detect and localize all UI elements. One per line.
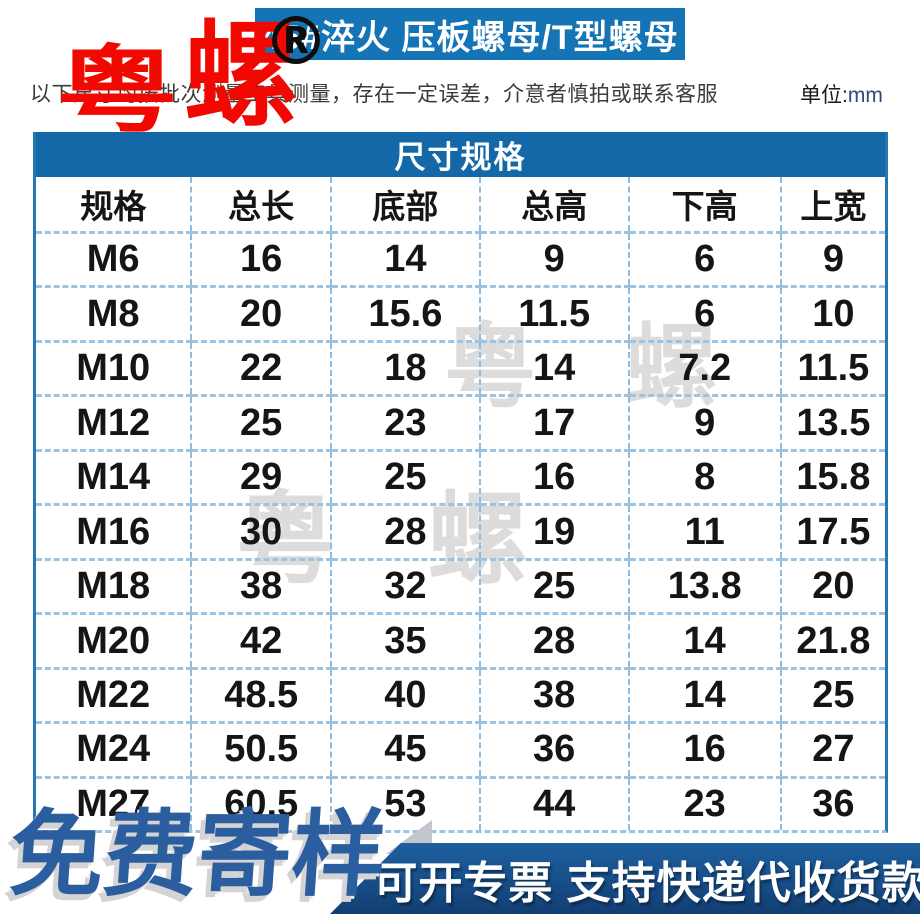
column-header-row: 规格 总长 底部 总高 下高 上宽	[36, 177, 885, 233]
spec-size-cell: M8	[36, 285, 192, 342]
spec-value-cell: 25	[779, 666, 885, 723]
table-title: 尺寸规格	[36, 132, 885, 177]
spec-value-cell: 20	[190, 285, 331, 342]
spec-value-cell: 7.2	[627, 339, 781, 396]
spec-value-cell: 30	[190, 503, 331, 560]
footer-banner: 可开专票 支持快递代收货款	[330, 843, 920, 914]
table-row: M8 20 15.6 11.5 6 10	[36, 285, 885, 342]
spec-value-cell: 60.5	[190, 775, 331, 830]
column-header: 总高	[478, 177, 629, 233]
table-row: M14 29 25 16 8 15.8	[36, 448, 885, 505]
footer-banner-text: 可开专票 支持快递代收货款	[373, 858, 920, 908]
table-row: M12 25 23 17 9 13.5	[36, 394, 885, 451]
spec-value-cell: 35	[329, 612, 480, 669]
column-header: 底部	[329, 177, 480, 233]
spec-value-cell: 9	[478, 230, 629, 287]
spec-value-cell: 13.5	[779, 394, 885, 451]
spec-value-cell: 6	[627, 285, 781, 342]
spec-value-cell: 32	[329, 557, 480, 614]
free-sample-text: 免费寄样	[6, 802, 390, 907]
spec-value-cell: 9	[627, 394, 781, 451]
table-row: M10 22 18 14 7.2 11.5	[36, 339, 885, 396]
spec-size-cell: M18	[36, 557, 192, 614]
spec-value-cell: 36	[779, 775, 885, 830]
spec-value-cell: 21.8	[779, 612, 885, 669]
spec-size-cell: M12	[36, 394, 192, 451]
spec-value-cell: 6	[627, 230, 781, 287]
spec-value-cell: 20	[779, 557, 885, 614]
spec-table-body: M6 16 14 9 6 9 M8 20 15.6 11.5 6 10 M10 22 18 14 7.2 11.5…	[36, 230, 885, 830]
spec-value-cell: 11	[627, 503, 781, 560]
title-text: 45#淬火 压板螺母/T型螺母	[261, 18, 679, 57]
spec-value-cell: 36	[478, 721, 629, 778]
spec-value-cell: 16	[627, 721, 781, 778]
spec-value-cell: 14	[627, 612, 781, 669]
spec-value-cell: 16	[190, 230, 331, 287]
unit-caption: 单位:	[800, 84, 848, 107]
title-bar: 45#淬火 压板螺母/T型螺母	[255, 8, 685, 60]
spec-table: 粤 螺 粤 螺 尺寸规格 规格 总长 底部 总高 下高 上宽 M6 16 14 9 6 9 M8 20 1…	[33, 132, 888, 833]
spec-value-cell: 25	[478, 557, 629, 614]
disclaimer-text: 以下尺寸均按批次测量工具测量，存在一定误差，介意者慎拍或联系客服	[30, 83, 718, 106]
table-row: M27 60.5 53 44 23 36	[36, 775, 885, 830]
spec-value-cell: 19	[478, 503, 629, 560]
spec-size-cell: M16	[36, 503, 192, 560]
spec-value-cell: 28	[478, 612, 629, 669]
column-header: 总长	[190, 177, 331, 233]
spec-value-cell: 22	[190, 339, 331, 396]
spec-value-cell: 23	[627, 775, 781, 830]
spec-value-cell: 14	[329, 230, 480, 287]
table-row: M16 30 28 19 11 17.5	[36, 503, 885, 560]
spec-value-cell: 14	[478, 339, 629, 396]
spec-value-cell: 28	[329, 503, 480, 560]
spec-value-cell: 38	[478, 666, 629, 723]
column-header: 规格	[80, 188, 147, 225]
spec-value-cell: 29	[190, 448, 331, 505]
spec-value-cell: 17	[478, 394, 629, 451]
spec-size-cell: M10	[36, 339, 192, 396]
spec-value-cell: 44	[478, 775, 629, 830]
column-header: 上宽	[779, 177, 885, 233]
spec-value-cell: 8	[627, 448, 781, 505]
spec-value-cell: 11.5	[478, 285, 629, 342]
spec-value-cell: 13.8	[627, 557, 781, 614]
spec-value-cell: 17.5	[779, 503, 885, 560]
spec-value-cell: 38	[190, 557, 331, 614]
unit-value: mm	[847, 84, 883, 107]
spec-value-cell: 25	[329, 448, 480, 505]
table-row: M20 42 35 28 14 21.8	[36, 612, 885, 669]
table-row: M22 48.5 40 38 14 25	[36, 666, 885, 723]
spec-size-cell: M27	[36, 775, 192, 830]
registered-trademark-icon: ®	[263, 3, 329, 80]
spec-value-cell: 16	[478, 448, 629, 505]
spec-value-cell: 14	[627, 666, 781, 723]
spec-size-cell: M6	[36, 230, 192, 287]
spec-value-cell: 42	[190, 612, 331, 669]
spec-value-cell: 50.5	[190, 721, 331, 778]
spec-value-cell: 18	[329, 339, 480, 396]
spec-value-cell: 27	[779, 721, 885, 778]
spec-value-cell: 9	[779, 230, 885, 287]
spec-data-table: 规格 总长 底部 总高 下高 上宽 M6 16 14 9 6 9 M8 20 15.6 11.5 6 10 M10…	[36, 177, 885, 830]
spec-value-cell: 11.5	[779, 339, 885, 396]
spec-value-cell: 48.5	[190, 666, 331, 723]
spec-value-cell: 40	[329, 666, 480, 723]
spec-value-cell: 15.6	[329, 285, 480, 342]
spec-size-cell: M20	[36, 612, 192, 669]
table-row: M18 38 32 25 13.8 20	[36, 557, 885, 614]
spec-value-cell: 15.8	[779, 448, 885, 505]
column-header: 下高	[627, 177, 781, 233]
unit-label: 单位:mm	[800, 79, 883, 109]
spec-value-cell: 23	[329, 394, 480, 451]
spec-size-cell: M24	[36, 721, 192, 778]
table-row: M6 16 14 9 6 9	[36, 230, 885, 287]
spec-size-cell: M14	[36, 448, 192, 505]
spec-value-cell: 53	[329, 775, 480, 830]
spec-value-cell: 10	[779, 285, 885, 342]
spec-value-cell: 45	[329, 721, 480, 778]
spec-value-cell: 25	[190, 394, 331, 451]
spec-size-cell: M22	[36, 666, 192, 723]
table-row: M24 50.5 45 36 16 27	[36, 721, 885, 778]
